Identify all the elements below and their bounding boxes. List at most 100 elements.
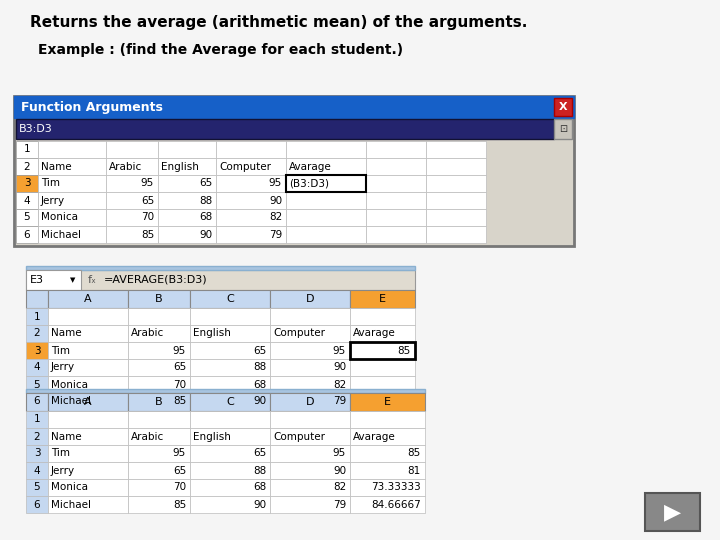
Text: X: X — [559, 102, 567, 112]
Text: B: B — [156, 397, 163, 407]
Text: 90: 90 — [269, 195, 282, 206]
Text: 90: 90 — [199, 230, 212, 240]
Text: 5: 5 — [24, 213, 30, 222]
Text: Monica: Monica — [41, 213, 78, 222]
Bar — [190, 308, 270, 325]
Text: Jerry: Jerry — [41, 195, 65, 206]
Text: 90: 90 — [333, 362, 346, 373]
Bar — [366, 192, 426, 209]
Bar — [350, 479, 425, 496]
Bar — [270, 496, 350, 513]
Text: 4: 4 — [24, 195, 30, 206]
Bar — [128, 393, 190, 410]
Text: Function Arguments: Function Arguments — [21, 100, 163, 113]
Bar — [128, 462, 190, 479]
Bar — [286, 158, 366, 175]
Bar — [216, 158, 286, 175]
Bar — [128, 308, 190, 325]
Text: (B3:D3): (B3:D3) — [289, 179, 329, 188]
Text: 68: 68 — [253, 380, 266, 389]
Text: Tim: Tim — [51, 346, 70, 355]
Text: 65: 65 — [199, 179, 212, 188]
Text: 85: 85 — [397, 346, 411, 355]
Bar — [190, 462, 270, 479]
Text: English: English — [193, 328, 231, 339]
Bar — [426, 192, 486, 209]
Bar — [270, 462, 350, 479]
Text: A: A — [84, 294, 92, 304]
Bar — [38, 192, 106, 209]
Bar — [26, 496, 48, 513]
Bar — [270, 428, 350, 445]
Bar — [286, 141, 366, 158]
Text: 82: 82 — [269, 213, 282, 222]
Text: 65: 65 — [140, 195, 154, 206]
Text: 6: 6 — [24, 230, 30, 240]
Text: Monica: Monica — [51, 483, 88, 492]
Bar — [426, 141, 486, 158]
Text: Michael: Michael — [51, 396, 91, 407]
Text: 6: 6 — [34, 396, 40, 407]
Text: C: C — [226, 397, 234, 407]
Text: 1: 1 — [34, 312, 40, 321]
Bar — [270, 376, 350, 393]
Text: E: E — [384, 397, 391, 407]
Text: 85: 85 — [140, 230, 154, 240]
Bar — [26, 393, 48, 411]
Bar — [190, 290, 270, 308]
Text: Computer: Computer — [273, 328, 325, 339]
Bar — [350, 290, 415, 308]
Text: 4: 4 — [34, 362, 40, 373]
Bar — [645, 493, 700, 531]
Text: 90: 90 — [333, 465, 346, 476]
Text: 65: 65 — [173, 362, 186, 373]
Text: ▼: ▼ — [70, 277, 76, 283]
Text: B3:D3: B3:D3 — [19, 124, 53, 134]
Bar — [26, 266, 415, 270]
Bar — [350, 325, 415, 342]
Text: Tim: Tim — [51, 449, 70, 458]
Text: 88: 88 — [253, 465, 266, 476]
Text: 5: 5 — [34, 483, 40, 492]
Bar — [16, 226, 38, 243]
Text: 3: 3 — [34, 346, 40, 355]
Bar — [128, 393, 190, 411]
Bar — [48, 308, 128, 325]
Bar — [48, 428, 128, 445]
Bar — [128, 496, 190, 513]
Text: 2: 2 — [34, 431, 40, 442]
Bar — [48, 359, 128, 376]
Text: 95: 95 — [269, 179, 282, 188]
Text: Name: Name — [51, 328, 81, 339]
Bar — [48, 325, 128, 342]
Bar — [190, 428, 270, 445]
Bar — [38, 226, 106, 243]
Text: 90: 90 — [253, 500, 266, 510]
Text: ▶: ▶ — [664, 502, 681, 522]
Bar — [128, 428, 190, 445]
Bar — [48, 290, 128, 308]
Bar — [350, 308, 415, 325]
Bar — [38, 175, 106, 192]
Text: 82: 82 — [333, 483, 346, 492]
Text: 85: 85 — [173, 396, 186, 407]
Bar — [16, 192, 38, 209]
Bar — [128, 359, 190, 376]
Text: 95: 95 — [333, 449, 346, 458]
Bar — [26, 308, 48, 325]
Text: Tim: Tim — [41, 179, 60, 188]
Bar — [48, 462, 128, 479]
Bar — [48, 393, 128, 410]
Bar — [26, 393, 48, 410]
Bar — [270, 445, 350, 462]
Bar — [26, 462, 48, 479]
Text: Jerry: Jerry — [51, 362, 75, 373]
Bar — [38, 158, 106, 175]
Bar — [128, 325, 190, 342]
Text: 85: 85 — [173, 500, 186, 510]
Text: Returns the average (arithmetic mean) of the arguments.: Returns the average (arithmetic mean) of… — [30, 15, 527, 30]
Bar — [286, 175, 366, 192]
Text: 1: 1 — [24, 145, 30, 154]
Bar — [190, 325, 270, 342]
Bar — [158, 226, 216, 243]
